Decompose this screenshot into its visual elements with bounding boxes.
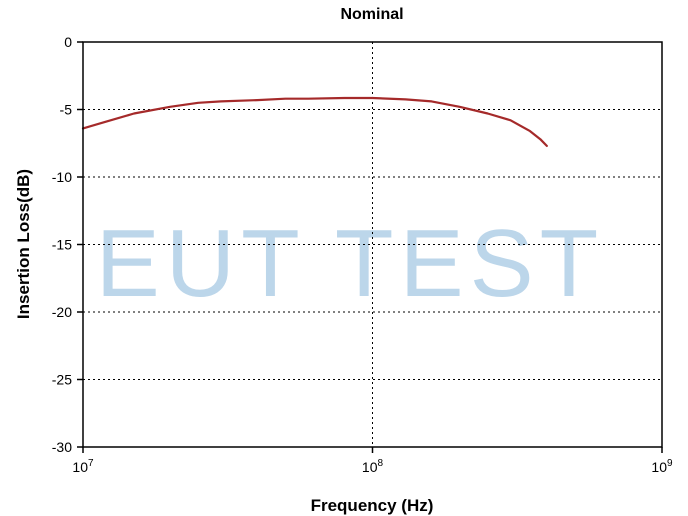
y-tick-label: -15 xyxy=(52,237,72,253)
y-tick-label: -10 xyxy=(52,169,72,185)
y-tick-label: 0 xyxy=(64,34,72,50)
y-tick-label: -20 xyxy=(52,304,72,320)
x-tick-label: 108 xyxy=(362,458,384,475)
y-tick-label: -25 xyxy=(52,372,72,388)
y-tick-label: -5 xyxy=(60,102,73,118)
grid-lines xyxy=(83,42,662,447)
x-tick-label: 109 xyxy=(651,458,673,475)
chart-title: Nominal xyxy=(340,6,403,23)
series-layer xyxy=(81,96,548,147)
x-tick-label: 107 xyxy=(72,458,94,475)
y-tick-label: -30 xyxy=(52,439,72,455)
y-axis-label: Insertion Loss(dB) xyxy=(14,169,33,319)
insertion-loss-series-line xyxy=(81,96,548,147)
watermark: EUT TEST xyxy=(96,210,605,317)
x-axis-label: Frequency (Hz) xyxy=(311,496,434,515)
